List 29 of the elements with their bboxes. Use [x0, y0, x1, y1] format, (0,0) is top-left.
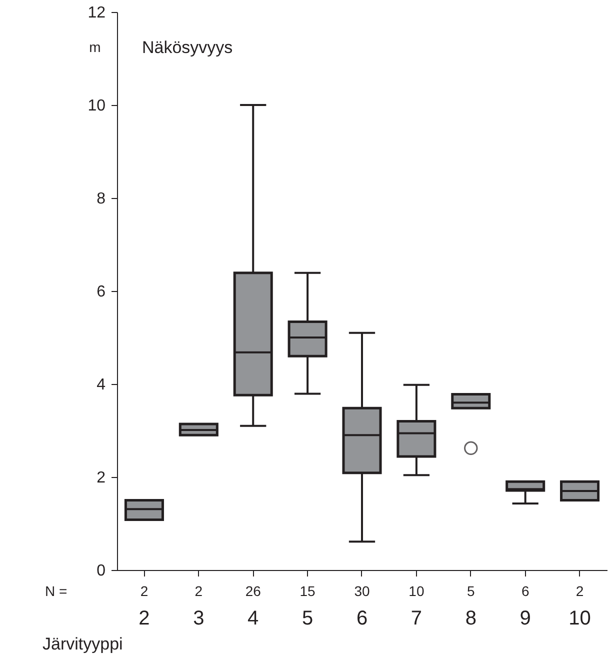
text: 10	[408, 583, 424, 599]
x-tick-label: 7	[410, 608, 422, 630]
y-tick-label: 0	[96, 562, 106, 580]
x-axis-title: Järvityyppi	[42, 634, 123, 654]
y-tick-label: 12	[88, 4, 106, 22]
text: 2	[194, 583, 203, 599]
text: 15	[300, 583, 316, 599]
x-tick-label: 4	[248, 608, 259, 630]
text: Näkösyvyys	[142, 38, 233, 57]
x-tick-label: 10	[568, 608, 591, 630]
y-axis-title: m	[89, 39, 101, 55]
x-tick-label: 3	[193, 608, 204, 630]
x-tick-label: 8	[465, 608, 476, 630]
text: 26	[245, 583, 262, 599]
x-tick-label: 2	[138, 608, 150, 630]
x-tick-label: 9	[520, 608, 531, 630]
y-tick-label: 8	[96, 190, 106, 208]
text: 6	[521, 583, 530, 599]
y-tick-label: 6	[96, 284, 106, 300]
x-tick-label: 5	[302, 608, 314, 630]
y-tick-label: 10	[88, 98, 106, 114]
text: 2	[140, 583, 148, 599]
text: 2	[576, 583, 584, 599]
text: 30	[354, 583, 370, 599]
y-tick-label: 2	[96, 470, 106, 486]
text: N =	[45, 583, 68, 599]
text: 5	[466, 583, 475, 599]
x-tick-label: 6	[356, 608, 368, 630]
y-tick-label: 4	[96, 376, 106, 394]
